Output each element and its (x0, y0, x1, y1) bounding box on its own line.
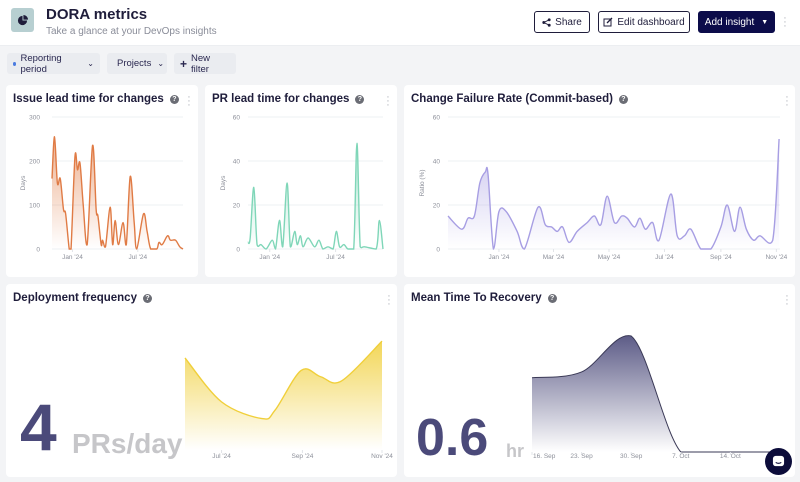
chevron-down-icon: ⌄ (87, 59, 94, 68)
new-filter-label: New filter (191, 52, 211, 75)
new-filter-button[interactable]: + New filter (174, 52, 236, 75)
chat-icon (772, 455, 785, 467)
card-issue-lead-time: Issue lead time for changes? · · · (6, 85, 198, 277)
filter-label: Reporting period (20, 52, 62, 75)
mttr-unit: hr (506, 441, 524, 461)
add-insight-label: Add insight (704, 16, 755, 28)
add-insight-button[interactable]: Add insight ▼ (698, 11, 775, 33)
card-title-text: Mean Time To Recovery (411, 292, 542, 304)
card-deployment-frequency: Deployment frequency? · · · 4 PRs/day (6, 284, 397, 477)
plus-icon: + (180, 56, 188, 71)
chat-launcher-button[interactable] (765, 448, 792, 475)
card-menu-icon[interactable]: · · · (187, 91, 191, 111)
deploy-unit: PRs/day (72, 428, 183, 459)
card-title-text: PR lead time for changes (212, 93, 350, 105)
chevron-down-icon: ⌄ (157, 59, 165, 68)
page-title: DORA metrics (46, 6, 148, 23)
caret-down-icon: ▼ (761, 18, 769, 26)
help-icon[interactable]: ? (547, 293, 557, 303)
card-mean-time-to-recovery: Mean Time To Recovery? · · · 0.6 hr (404, 284, 795, 477)
card-title-text: Deployment frequency (13, 292, 137, 304)
deploy-big-value: 4 (20, 390, 57, 464)
edit-icon (603, 17, 613, 27)
card-title: Mean Time To Recovery? (411, 292, 557, 304)
help-icon[interactable]: ? (142, 293, 152, 303)
card-menu-icon[interactable]: · · · (785, 290, 789, 310)
card-title-text: Change Failure Rate (Commit-based) (411, 93, 613, 105)
card-title: PR lead time for changes? (212, 93, 365, 105)
edit-dashboard-button[interactable]: Edit dashboard (598, 11, 690, 33)
card-menu-icon[interactable]: · · · (785, 91, 789, 111)
card-title: Change Failure Rate (Commit-based)? (411, 93, 628, 105)
help-icon[interactable]: ? (618, 94, 628, 104)
filter-projects[interactable]: Projects ⌄ (107, 53, 167, 74)
card-menu-icon[interactable]: · · · (386, 91, 390, 111)
help-icon[interactable]: ? (169, 94, 179, 104)
card-title-text: Issue lead time for changes (13, 93, 164, 105)
page-header: DORA metrics Take a glance at your DevOp… (0, 0, 800, 46)
mttr-big-value: 0.6 (416, 409, 489, 467)
more-options-icon[interactable]: · · · (783, 12, 787, 32)
share-icon (542, 17, 551, 27)
filter-label: Projects (117, 58, 152, 69)
filter-dot-icon (13, 61, 17, 66)
card-menu-icon[interactable]: · · · (387, 290, 391, 310)
card-title: Issue lead time for changes? (13, 93, 179, 105)
card-pr-lead-time: PR lead time for changes? · · · (205, 85, 397, 277)
edit-dashboard-label: Edit dashboard (617, 16, 685, 28)
filter-reporting-period[interactable]: Reporting period ⌄ (7, 52, 100, 75)
share-label: Share (555, 16, 582, 28)
share-button[interactable]: Share (534, 11, 590, 33)
card-change-failure-rate: Change Failure Rate (Commit-based)? · · · (404, 85, 795, 277)
help-icon[interactable]: ? (355, 94, 365, 104)
card-title: Deployment frequency? (13, 292, 152, 304)
dashboard-logo-icon (11, 8, 34, 32)
page-subtitle: Take a glance at your DevOps insights (46, 26, 217, 37)
